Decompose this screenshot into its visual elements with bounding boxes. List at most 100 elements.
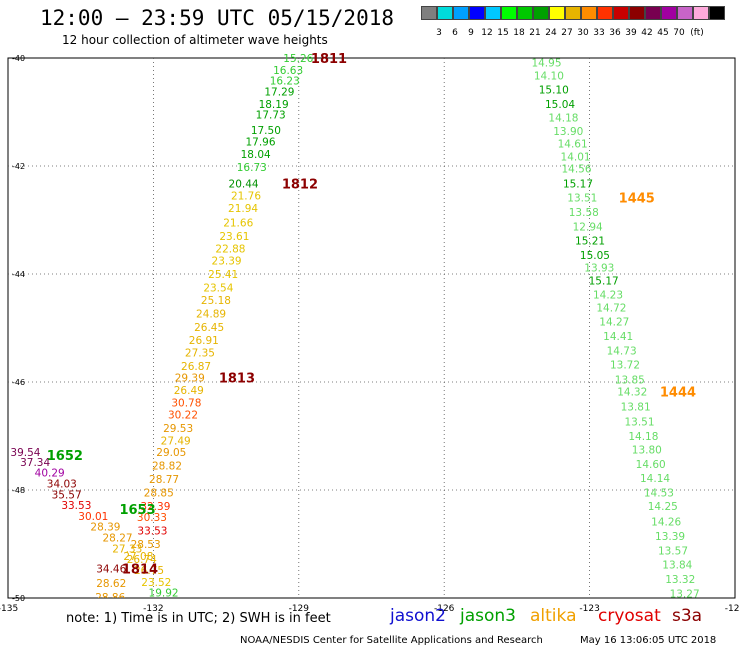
color-swatch: [517, 6, 533, 20]
wave-height-label: 17.96: [245, 137, 275, 149]
wave-height-label: 21.76: [231, 191, 261, 203]
color-swatch: [629, 6, 645, 20]
wave-height-label: 28.53: [131, 539, 161, 551]
wave-height-label: 13.57: [658, 545, 688, 557]
wave-height-label: 26.75: [134, 565, 164, 577]
wave-height-label: 27.49: [161, 435, 191, 447]
wave-height-label: 14.61: [558, 138, 588, 150]
color-swatch: [645, 6, 661, 20]
wave-height-label: 14.53: [644, 488, 674, 500]
color-scale-label: 15: [497, 28, 509, 38]
wave-height-label: 14.26: [651, 516, 681, 528]
wave-height-label: 22.88: [215, 244, 245, 256]
wave-height-label: 13.93: [584, 263, 614, 275]
color-scale-label: 3: [436, 28, 442, 38]
wave-height-label: 23.54: [203, 283, 233, 295]
wave-height-label: 28.85: [144, 488, 174, 500]
x-tick-label: -129: [289, 604, 310, 614]
wave-height-label: 14.56: [561, 164, 591, 176]
wave-height-label: 14.41: [603, 331, 633, 343]
wave-height-label: 13.51: [567, 192, 597, 204]
wave-height-label: 15.10: [539, 84, 569, 96]
wave-height-label: 35.57: [52, 489, 82, 501]
wave-height-label: 27.08: [123, 551, 153, 563]
pass-time-label: 1445: [619, 191, 655, 206]
x-tick-label: -120: [725, 604, 740, 614]
color-swatch: [469, 6, 485, 20]
color-scale-label: 27: [561, 28, 573, 38]
wave-height-label: 12.94: [573, 221, 603, 233]
y-tick-label: -48: [12, 486, 25, 495]
wave-height-label: 14.14: [640, 473, 670, 485]
wave-height-label: 29.39: [175, 373, 205, 385]
wave-height-label: 21.66: [223, 218, 253, 230]
wave-height-label: 39.54: [10, 447, 40, 459]
wave-height-label: 18.04: [241, 149, 271, 161]
wave-height-label: 13.51: [624, 416, 654, 428]
wave-height-label: 14.72: [596, 302, 626, 314]
color-scale-label: 18: [513, 28, 525, 38]
wave-height-label: 13.85: [615, 374, 645, 386]
pass-time-label: 1812: [282, 177, 318, 192]
wave-height-label: 34.46: [96, 563, 126, 575]
pass-time-label: 1811: [311, 52, 347, 67]
wave-height-label: 26.87: [181, 361, 211, 373]
wave-height-label: 28.82: [152, 461, 182, 473]
wave-height-label: 13.90: [553, 126, 583, 138]
wave-height-label: 29.53: [163, 423, 193, 435]
wave-height-label: 25.18: [201, 295, 231, 307]
color-scale-label: 21: [529, 28, 541, 38]
legend-cryosat: cryosat: [598, 606, 661, 626]
color-swatch: [581, 6, 597, 20]
wave-height-label: 14.18: [548, 112, 578, 124]
color-swatch: [677, 6, 693, 20]
wave-height-label: 33.53: [137, 526, 167, 538]
color-swatch: [597, 6, 613, 20]
wave-height-label: 14.23: [593, 290, 623, 302]
wave-height-label: 32.39: [140, 501, 170, 513]
footer-credit: NOAA/NESDIS Center for Satellite Applica…: [240, 635, 543, 646]
y-tick-label: -42: [12, 162, 25, 171]
y-tick-label: -46: [12, 378, 25, 387]
wave-height-label: 15.17: [589, 275, 619, 287]
color-swatch: [533, 6, 549, 20]
color-swatch: [485, 6, 501, 20]
pass-time-label: 1814: [122, 562, 158, 577]
wave-height-label: 23.52: [141, 577, 171, 589]
y-tick-label: -40: [12, 54, 25, 63]
color-scale-label: 30: [577, 28, 589, 38]
y-tick-label: -50: [12, 594, 25, 603]
color-swatch: [661, 6, 677, 20]
wave-height-label: 24.89: [196, 308, 226, 320]
legend-jason3: jason3: [460, 606, 516, 626]
wave-height-label: 28.86: [95, 592, 125, 604]
wave-height-label: 13.39: [655, 531, 685, 543]
color-swatch: [693, 6, 709, 20]
wave-height-label: 30.78: [171, 398, 201, 410]
pass-time-label: 1813: [219, 372, 255, 387]
wave-height-label: 13.80: [632, 445, 662, 457]
wave-height-label: 14.10: [534, 70, 564, 82]
chart-subtitle: 12 hour collection of altimeter wave hei…: [62, 33, 328, 47]
wave-height-label: 16.73: [237, 162, 267, 174]
wave-height-label: 25.41: [208, 269, 238, 281]
wave-height-label: 15.21: [575, 236, 605, 248]
wave-height-label: 30.22: [168, 409, 198, 421]
x-tick-label: -126: [434, 604, 455, 614]
wave-height-label: 14.32: [617, 387, 647, 399]
wave-height-label: 14.27: [599, 317, 629, 329]
wave-height-label: 23.61: [219, 231, 249, 243]
pass-time-label: 1653: [119, 503, 155, 518]
wave-height-label: 13.32: [665, 574, 695, 586]
wave-height-label: 14.18: [628, 431, 658, 443]
wave-height-label: 15.17: [563, 178, 593, 190]
wave-height-label: 13.58: [569, 207, 599, 219]
color-scale-label: 33: [593, 28, 605, 38]
color-swatch: [549, 6, 565, 20]
wave-height-label: 13.84: [662, 560, 692, 572]
wave-height-label: 28.77: [149, 474, 179, 486]
chart-note: note: 1) Time is in UTC; 2) SWH is in fe…: [66, 611, 331, 626]
wave-height-label: 28.39: [90, 522, 120, 534]
wave-height-label: 30.33: [137, 512, 167, 524]
wave-height-label: 16.63: [273, 65, 303, 77]
